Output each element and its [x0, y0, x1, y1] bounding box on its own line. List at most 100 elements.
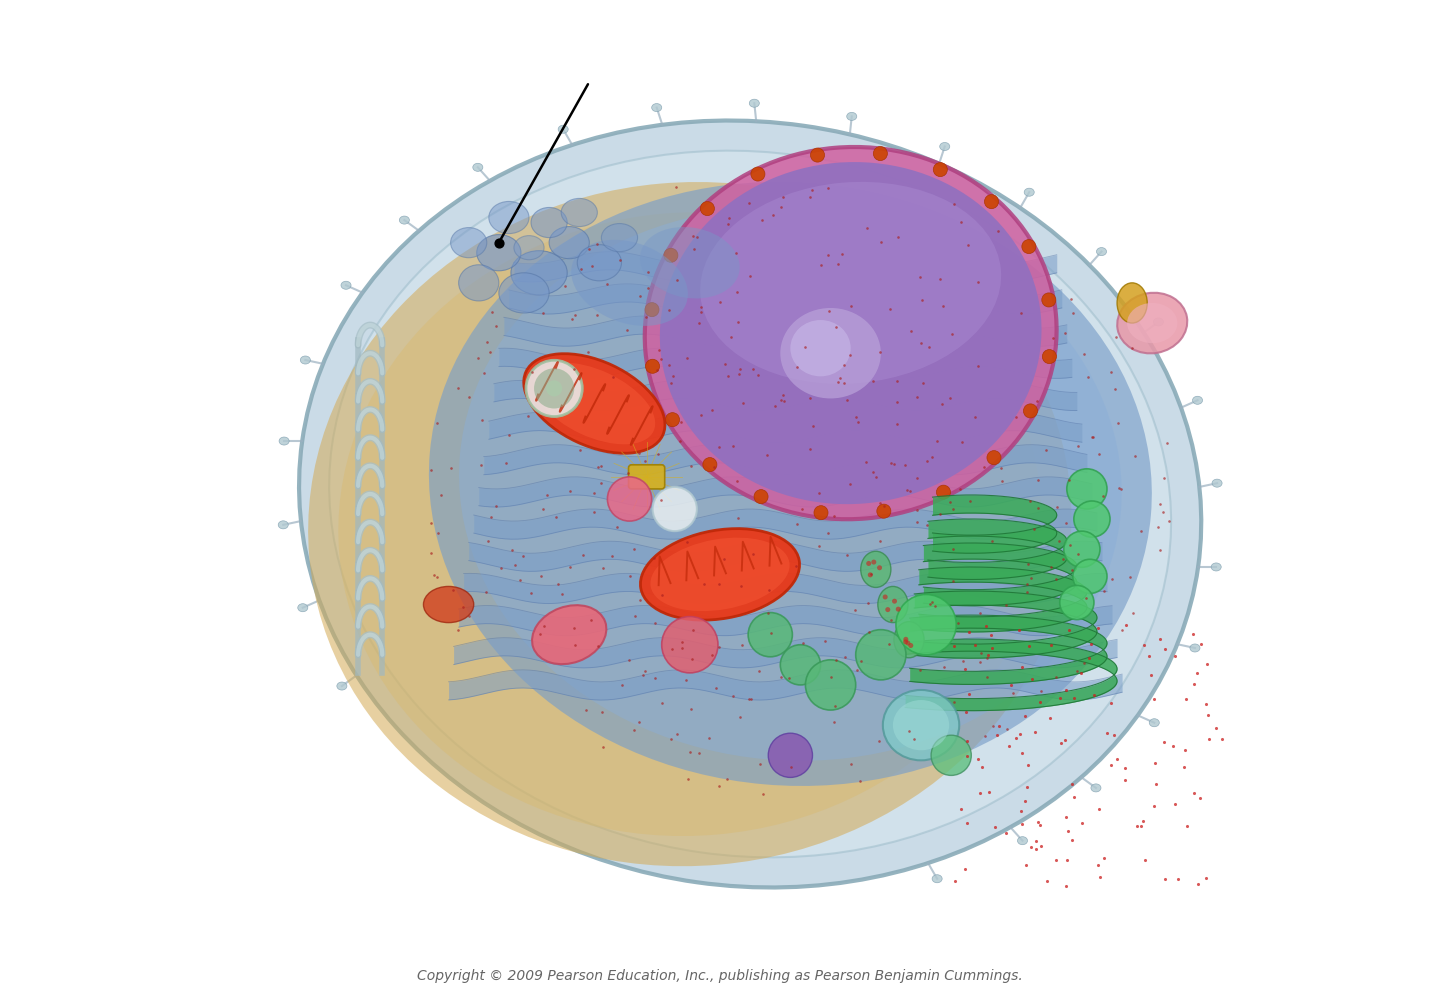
- Ellipse shape: [703, 458, 717, 472]
- Point: [932, 658, 955, 674]
- Point: [793, 340, 816, 356]
- Ellipse shape: [861, 551, 891, 588]
- Point: [726, 473, 749, 489]
- Point: [816, 247, 840, 263]
- Point: [1197, 731, 1220, 747]
- Point: [1119, 569, 1142, 585]
- Point: [799, 440, 822, 457]
- Point: [1076, 369, 1099, 385]
- Point: [600, 369, 624, 385]
- Point: [1103, 727, 1126, 743]
- Point: [1024, 841, 1047, 857]
- Point: [1149, 542, 1172, 558]
- Point: [770, 387, 793, 403]
- Point: [634, 453, 657, 469]
- Ellipse shape: [498, 273, 549, 313]
- Point: [1038, 710, 1061, 726]
- Point: [608, 252, 631, 268]
- Point: [1068, 665, 1092, 681]
- Point: [1145, 775, 1168, 791]
- Point: [544, 509, 567, 525]
- Point: [1027, 500, 1050, 516]
- Point: [867, 733, 890, 749]
- Point: [1063, 788, 1086, 804]
- Point: [1020, 840, 1043, 856]
- Point: [660, 731, 683, 747]
- Point: [1053, 325, 1076, 341]
- Point: [577, 345, 600, 361]
- Point: [988, 719, 1011, 735]
- Point: [958, 686, 981, 703]
- Point: [1027, 472, 1050, 488]
- Point: [969, 654, 992, 670]
- Point: [949, 800, 972, 816]
- Point: [750, 212, 773, 228]
- Point: [717, 368, 740, 384]
- Point: [504, 557, 527, 574]
- Point: [930, 396, 953, 412]
- Point: [562, 310, 585, 327]
- Point: [1080, 636, 1103, 652]
- Point: [1017, 779, 1040, 795]
- Point: [1100, 757, 1123, 773]
- Point: [665, 178, 688, 195]
- Point: [906, 502, 929, 518]
- Ellipse shape: [423, 587, 474, 623]
- Point: [1081, 429, 1104, 446]
- Point: [494, 455, 517, 471]
- Point: [920, 594, 943, 610]
- Ellipse shape: [877, 565, 883, 571]
- Ellipse shape: [514, 236, 544, 260]
- Ellipse shape: [1041, 293, 1056, 307]
- Point: [1017, 556, 1040, 573]
- Point: [886, 416, 909, 432]
- Point: [1152, 734, 1175, 750]
- Point: [618, 568, 641, 584]
- Point: [838, 347, 861, 363]
- Point: [906, 388, 929, 404]
- Ellipse shape: [903, 639, 909, 644]
- Ellipse shape: [645, 147, 1057, 519]
- Point: [1175, 818, 1198, 835]
- Ellipse shape: [399, 216, 409, 224]
- Point: [1009, 304, 1032, 321]
- Ellipse shape: [562, 199, 598, 227]
- Point: [629, 592, 652, 608]
- Point: [861, 373, 884, 389]
- Point: [1087, 800, 1110, 816]
- Point: [475, 334, 498, 350]
- Point: [1153, 871, 1176, 887]
- Point: [1113, 771, 1136, 787]
- Ellipse shape: [883, 595, 887, 600]
- Point: [995, 597, 1018, 613]
- Point: [707, 639, 730, 655]
- Point: [1158, 513, 1181, 529]
- Ellipse shape: [855, 630, 906, 680]
- Point: [943, 197, 966, 213]
- Point: [819, 669, 842, 685]
- Point: [1077, 649, 1100, 665]
- Point: [590, 704, 613, 720]
- Point: [1130, 818, 1153, 835]
- Point: [1044, 669, 1067, 685]
- Point: [756, 605, 779, 621]
- Point: [906, 470, 929, 486]
- Point: [1066, 663, 1089, 679]
- Point: [1149, 631, 1172, 647]
- Point: [1030, 839, 1053, 855]
- Ellipse shape: [1073, 559, 1107, 594]
- Point: [700, 402, 723, 418]
- Point: [1087, 446, 1110, 462]
- Ellipse shape: [651, 537, 789, 611]
- Point: [446, 622, 469, 638]
- Ellipse shape: [906, 640, 910, 645]
- Point: [832, 357, 855, 373]
- Point: [860, 565, 883, 582]
- Point: [475, 585, 498, 601]
- Point: [1058, 622, 1081, 638]
- Point: [991, 473, 1014, 489]
- Point: [724, 245, 747, 261]
- Point: [680, 458, 703, 474]
- Point: [1060, 562, 1083, 579]
- Point: [644, 670, 667, 686]
